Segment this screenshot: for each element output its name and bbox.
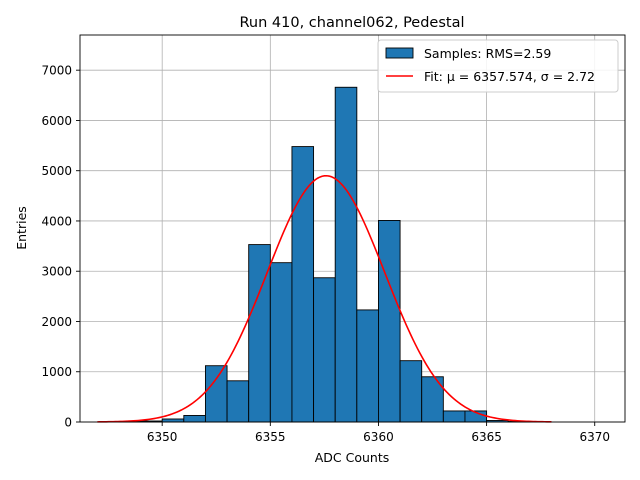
legend-label-samples: Samples: RMS=2.59 <box>424 46 551 61</box>
x-tick-label: 6360 <box>363 430 394 444</box>
y-tick-label: 1000 <box>41 365 72 379</box>
x-tick-label: 6365 <box>471 430 502 444</box>
legend: Samples: RMS=2.59 Fit: μ = 6357.574, σ =… <box>377 39 619 93</box>
y-tick-label: 7000 <box>41 64 72 78</box>
x-axis-label: ADC Counts <box>315 450 390 465</box>
histogram-bar <box>356 309 379 423</box>
gaussian-fit-curve <box>97 174 552 423</box>
histogram-bar <box>442 410 466 423</box>
legend-label-fit: Fit: μ = 6357.574, σ = 2.72 <box>424 69 595 84</box>
histogram-bar <box>204 365 228 423</box>
y-tick-label: 2000 <box>41 315 72 329</box>
histogram-bars <box>118 86 531 423</box>
histogram-bar <box>161 418 185 423</box>
legend-frame <box>377 39 619 93</box>
histogram-bar <box>334 86 358 423</box>
y-tick-label: 5000 <box>41 164 72 178</box>
histogram-bar <box>226 380 250 423</box>
x-tick-label: 6370 <box>579 430 610 444</box>
y-tick-label: 0 <box>64 416 72 430</box>
chart-title: Run 410, channel062, Pedestal <box>239 15 464 31</box>
histogram-bar <box>269 262 293 423</box>
y-axis-label: Entries <box>14 206 29 250</box>
legend-swatch-samples <box>385 47 414 59</box>
y-axis-ticks: 0 1000 2000 3000 4000 5000 6000 7000 <box>41 64 80 430</box>
plot-frame <box>79 34 626 423</box>
y-tick-label: 3000 <box>41 265 72 279</box>
histogram-bar <box>378 220 401 423</box>
y-tick-label: 6000 <box>41 114 72 128</box>
x-tick-label: 6350 <box>147 430 178 444</box>
x-axis-ticks: 6350 6355 6360 6365 6370 <box>147 422 610 444</box>
histogram-bar <box>291 146 315 423</box>
histogram-bar <box>183 415 206 423</box>
x-tick-label: 6355 <box>255 430 286 444</box>
histogram-bar <box>399 360 423 423</box>
histogram-bar <box>313 277 336 423</box>
y-tick-label: 4000 <box>41 214 72 228</box>
